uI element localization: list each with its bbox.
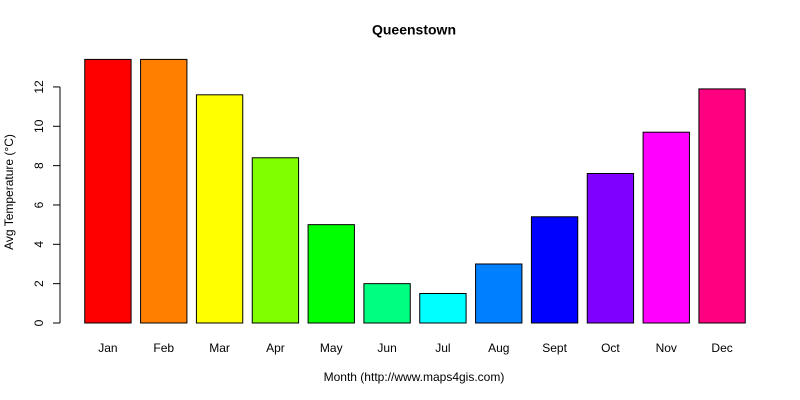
bar (475, 263, 523, 324)
bar (698, 88, 746, 324)
x-tick-label: Mar (209, 341, 230, 355)
x-tick-label: Jun (377, 341, 396, 355)
bar (307, 224, 355, 324)
y-axis-label: Avg Temperature (°C) (2, 134, 16, 250)
y-tick-label: 0 (32, 319, 46, 326)
bar (195, 94, 244, 324)
bar (140, 58, 188, 324)
y-tick-label: 4 (32, 241, 46, 248)
x-tick-label: Nov (656, 341, 677, 355)
y-tick-label: 2 (32, 280, 46, 287)
y-tick-label: 10 (32, 119, 46, 133)
bar (84, 58, 132, 324)
bar (251, 157, 300, 324)
x-tick-label: May (320, 341, 343, 355)
bar (586, 172, 635, 324)
bar (642, 131, 690, 324)
x-tick-label: Apr (266, 341, 285, 355)
x-tick-label: Oct (601, 341, 620, 355)
bar (363, 283, 411, 324)
x-axis-label: Month (http://www.maps4gis.com) (324, 370, 505, 384)
x-tick-label: Jul (435, 341, 450, 355)
y-tick-label: 6 (32, 201, 46, 208)
bar (530, 216, 579, 324)
y-tick-label: 8 (32, 162, 46, 169)
chart-title: Queenstown (372, 22, 456, 38)
x-tick-label: Aug (488, 341, 509, 355)
x-tick-label: Dec (711, 341, 732, 355)
y-tick-label: 12 (32, 80, 46, 94)
x-tick-label: Jan (98, 341, 117, 355)
x-tick-label: Feb (153, 341, 174, 355)
bar (419, 292, 467, 324)
x-tick-label: Sept (542, 341, 567, 355)
